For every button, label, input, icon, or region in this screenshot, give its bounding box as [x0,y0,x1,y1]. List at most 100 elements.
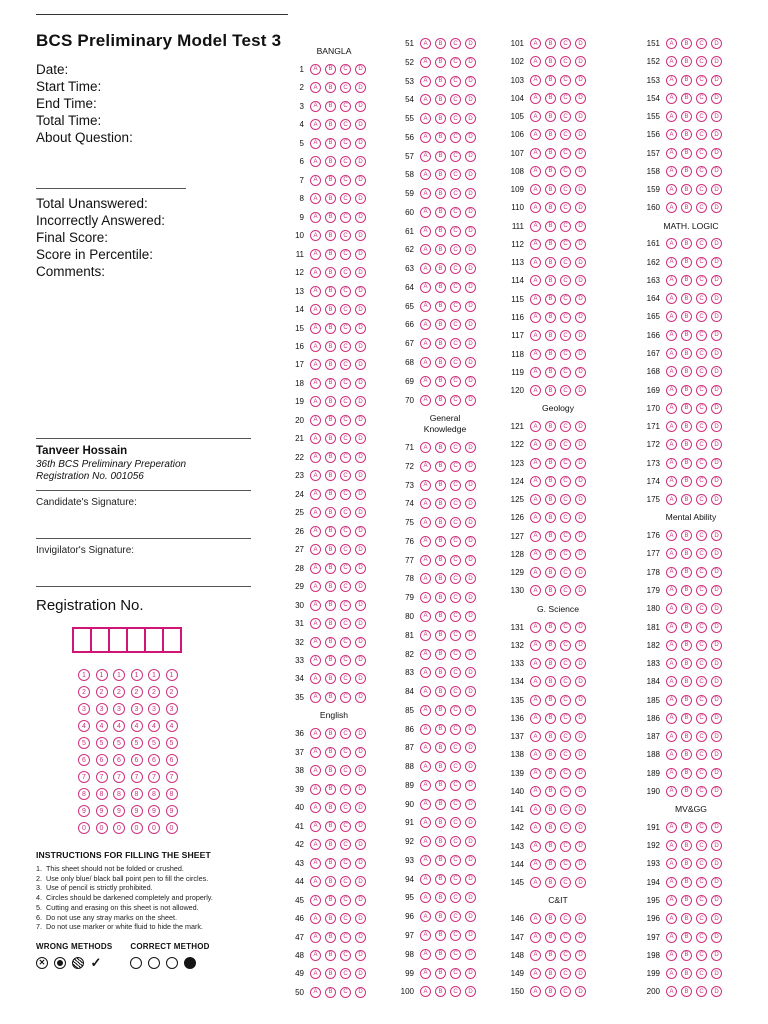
answer-bubble-c[interactable]: C [340,137,351,149]
answer-bubble-c[interactable]: C [450,94,461,106]
answer-bubble-c[interactable]: C [560,475,571,487]
answer-bubble-b[interactable]: B [681,147,692,159]
answer-bubble-b[interactable]: B [681,931,692,943]
answer-bubble-d[interactable]: D [465,38,476,49]
answer-bubble-a[interactable]: A [310,673,321,685]
answer-bubble-d[interactable]: D [711,494,722,506]
answer-bubble-c[interactable]: C [696,421,707,433]
answer-bubble-a[interactable]: A [530,913,541,925]
answer-bubble-c[interactable]: C [696,621,707,633]
answer-bubble-c[interactable]: C [560,275,571,287]
answer-bubble-b[interactable]: B [681,56,692,68]
answer-bubble-b[interactable]: B [435,929,446,941]
answer-bubble-c[interactable]: C [450,263,461,275]
answer-bubble-d[interactable]: D [465,836,476,848]
digit-bubble-2[interactable]: 2 [113,686,125,698]
answer-bubble-b[interactable]: B [435,338,446,350]
answer-bubble-d[interactable]: D [355,322,366,334]
answer-bubble-c[interactable]: C [560,621,571,633]
answer-bubble-d[interactable]: D [575,111,586,123]
answer-bubble-c[interactable]: C [696,566,707,578]
answer-bubble-c[interactable]: C [560,913,571,925]
answer-bubble-d[interactable]: D [711,821,722,833]
answer-bubble-c[interactable]: C [340,414,351,426]
answer-bubble-d[interactable]: D [575,439,586,451]
answer-bubble-c[interactable]: C [696,712,707,724]
answer-bubble-b[interactable]: B [545,348,556,360]
answer-bubble-c[interactable]: C [560,676,571,688]
answer-bubble-c[interactable]: C [340,507,351,519]
answer-bubble-a[interactable]: A [666,858,677,870]
answer-bubble-c[interactable]: C [450,56,461,68]
answer-bubble-d[interactable]: D [355,285,366,297]
answer-bubble-b[interactable]: B [545,129,556,141]
answer-bubble-b[interactable]: B [435,761,446,773]
answer-bubble-a[interactable]: A [530,439,541,451]
answer-bubble-b[interactable]: B [681,311,692,323]
answer-bubble-d[interactable]: D [575,275,586,287]
answer-bubble-a[interactable]: A [310,525,321,537]
answer-bubble-a[interactable]: A [420,150,431,162]
answer-bubble-c[interactable]: C [696,293,707,305]
answer-bubble-c[interactable]: C [696,986,707,998]
answer-bubble-c[interactable]: C [696,238,707,250]
answer-bubble-a[interactable]: A [530,804,541,816]
answer-bubble-a[interactable]: A [666,311,677,323]
answer-bubble-a[interactable]: A [420,225,431,237]
answer-bubble-d[interactable]: D [465,554,476,566]
answer-bubble-b[interactable]: B [681,749,692,761]
answer-bubble-a[interactable]: A [530,785,541,797]
answer-bubble-a[interactable]: A [530,986,541,998]
answer-bubble-a[interactable]: A [666,566,677,578]
answer-bubble-d[interactable]: D [711,913,722,925]
answer-bubble-a[interactable]: A [310,63,321,75]
answer-bubble-b[interactable]: B [325,433,336,445]
registration-box[interactable] [72,627,92,653]
answer-bubble-c[interactable]: C [560,293,571,305]
answer-bubble-a[interactable]: A [420,535,431,547]
answer-bubble-d[interactable]: D [465,686,476,698]
answer-bubble-c[interactable]: C [340,691,351,703]
answer-bubble-a[interactable]: A [530,530,541,542]
answer-bubble-b[interactable]: B [325,248,336,260]
answer-bubble-b[interactable]: B [681,421,692,433]
answer-bubble-c[interactable]: C [340,636,351,648]
answer-bubble-d[interactable]: D [355,156,366,168]
answer-bubble-c[interactable]: C [560,74,571,86]
answer-bubble-b[interactable]: B [435,319,446,331]
answer-bubble-b[interactable]: B [681,165,692,177]
answer-bubble-d[interactable]: D [355,174,366,186]
answer-bubble-a[interactable]: A [530,184,541,196]
answer-bubble-b[interactable]: B [325,746,336,758]
answer-bubble-b[interactable]: B [435,798,446,810]
answer-bubble-b[interactable]: B [325,857,336,869]
answer-bubble-b[interactable]: B [435,554,446,566]
answer-bubble-b[interactable]: B [681,968,692,980]
answer-bubble-a[interactable]: A [530,311,541,323]
answer-bubble-b[interactable]: B [545,238,556,250]
answer-bubble-d[interactable]: D [575,366,586,378]
answer-bubble-c[interactable]: C [340,230,351,242]
digit-bubble-0[interactable]: 0 [165,822,178,834]
answer-bubble-a[interactable]: A [530,56,541,68]
answer-bubble-c[interactable]: C [340,488,351,500]
answer-bubble-d[interactable]: D [575,385,586,397]
answer-bubble-c[interactable]: C [340,304,351,316]
answer-bubble-b[interactable]: B [435,300,446,312]
answer-bubble-d[interactable]: D [575,38,586,49]
answer-bubble-c[interactable]: C [340,802,351,814]
answer-bubble-c[interactable]: C [340,100,351,112]
answer-bubble-d[interactable]: D [711,584,722,596]
answer-bubble-a[interactable]: A [666,621,677,633]
answer-bubble-d[interactable]: D [711,202,722,214]
answer-bubble-b[interactable]: B [435,263,446,275]
answer-bubble-a[interactable]: A [310,599,321,611]
answer-bubble-a[interactable]: A [310,156,321,168]
answer-bubble-d[interactable]: D [355,986,366,998]
answer-bubble-b[interactable]: B [435,704,446,716]
answer-bubble-c[interactable]: C [696,74,707,86]
answer-bubble-d[interactable]: D [711,184,722,196]
answer-bubble-b[interactable]: B [435,573,446,585]
answer-bubble-b[interactable]: B [681,858,692,870]
answer-bubble-c[interactable]: C [450,206,461,218]
